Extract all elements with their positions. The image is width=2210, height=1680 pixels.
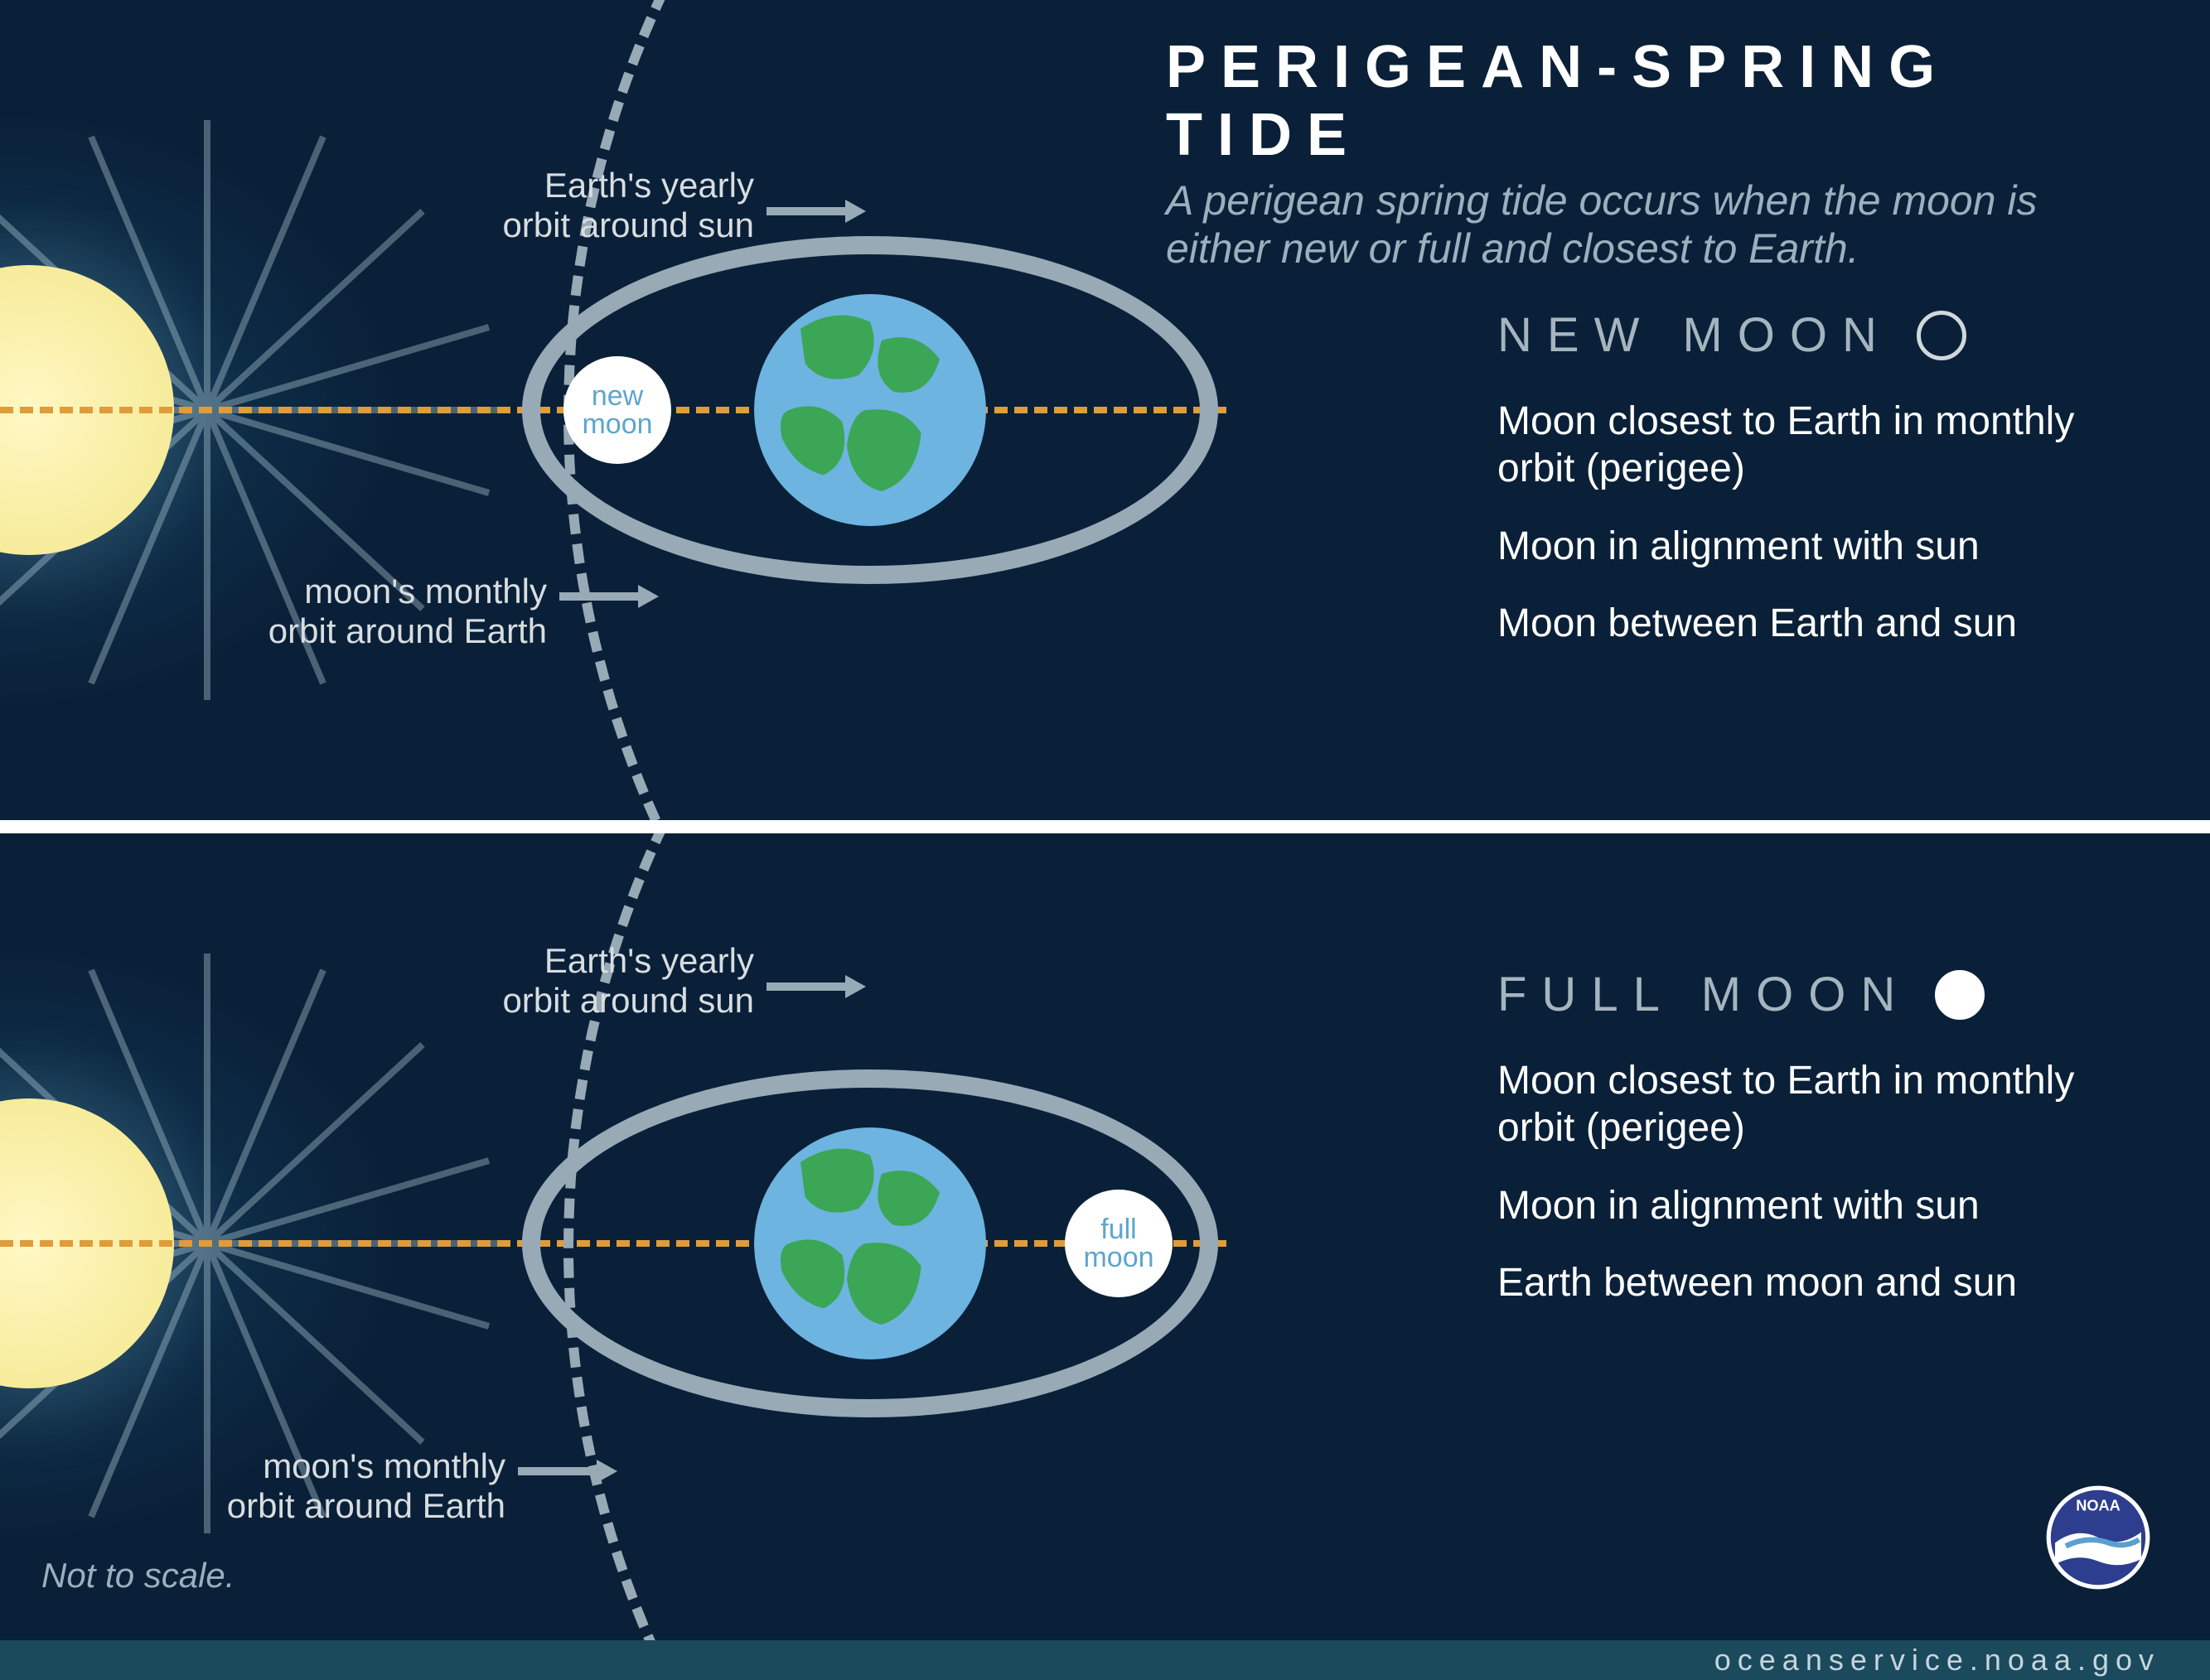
full-moon-info: FULL MOON Moon closest to Earth in month… [1497,966,2144,1337]
full-moon-phase-icon [1935,970,1985,1020]
earth-icon [754,1127,986,1359]
moon-orbit-label: moon's monthly orbit around Earth [240,572,547,652]
arrow-icon [559,580,659,613]
info-point: Moon in alignment with sun [1497,523,2144,571]
arrow-icon [766,195,866,228]
arrow-icon [518,1455,617,1488]
earth-orbit-label: Earth's yearly orbit around sun [447,941,754,1021]
new-moon-phase-icon [1917,311,1966,360]
info-point: Moon in alignment with sun [1497,1182,2144,1230]
main-title-block: PERIGEAN-SPRING TIDE A perigean spring t… [1166,33,2144,273]
full-moon-icon: full moon [1065,1190,1173,1297]
noaa-logo-icon: NOAA [2044,1484,2152,1591]
footer-url: oceanservice.noaa.gov [1714,1643,2160,1678]
new-moon-info: NEW MOON Moon closest to Earth in monthl… [1497,307,2144,678]
scale-note: Not to scale. [41,1556,235,1596]
new-moon-icon: new moon [563,356,671,464]
moon-orbit-label: moon's monthly orbit around Earth [199,1446,505,1527]
info-point: Moon closest to Earth in monthly orbit (… [1497,1057,2144,1152]
full-moon-label: full moon [1083,1215,1153,1272]
info-point: Moon closest to Earth in monthly orbit (… [1497,398,2144,493]
panel-full-moon: full moon Earth's yearly orbit around su… [0,833,2210,1653]
panel-new-moon: new moon Earth's yearly orbit around sun… [0,0,2210,820]
new-moon-label: new moon [582,382,652,438]
info-point: Moon between Earth and sun [1497,600,2144,648]
new-moon-heading: NEW MOON [1497,307,2144,364]
full-moon-heading: FULL MOON [1497,966,2144,1024]
panel-divider [0,820,2210,833]
svg-text:NOAA: NOAA [2076,1498,2121,1514]
page-title: PERIGEAN-SPRING TIDE [1166,33,2144,169]
subtitle: A perigean spring tide occurs when the m… [1166,177,2144,273]
info-point: Earth between moon and sun [1497,1259,2144,1307]
earth-icon [754,294,986,526]
footer-bar: oceanservice.noaa.gov [0,1640,2210,1680]
earth-orbit-label: Earth's yearly orbit around sun [447,166,754,246]
arrow-icon [766,970,866,1003]
